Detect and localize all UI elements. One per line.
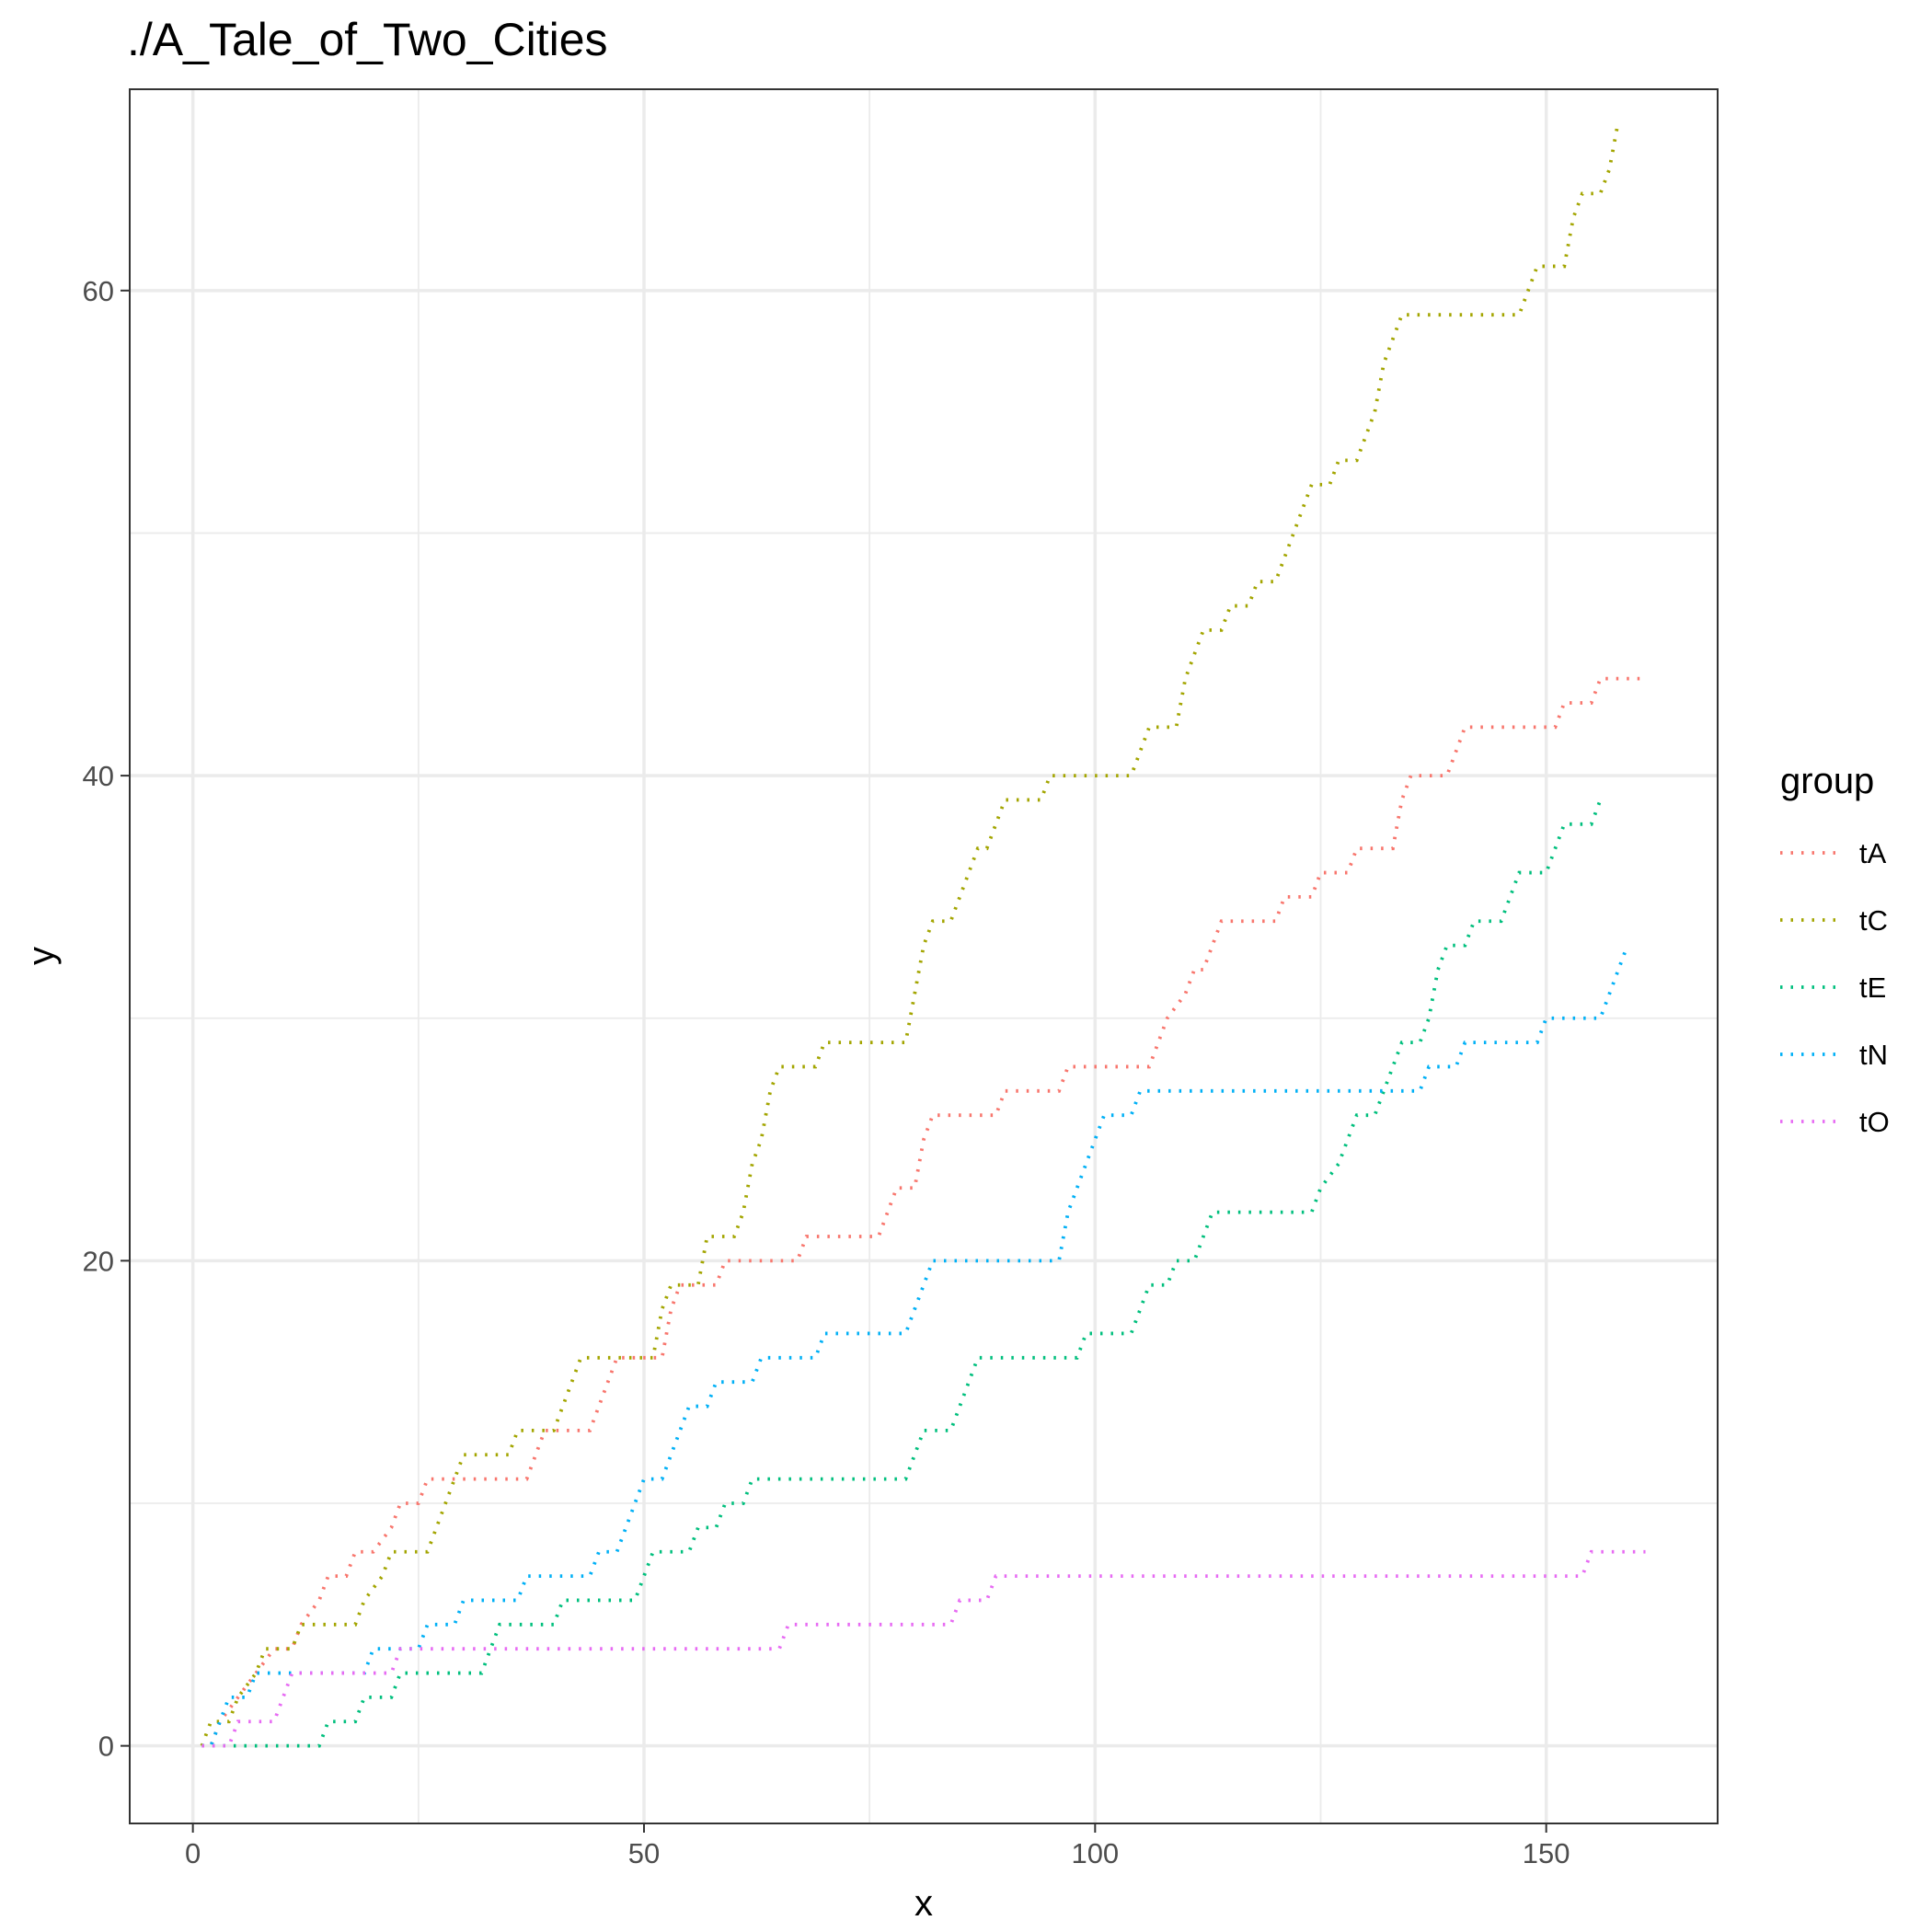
panel-border (129, 88, 1719, 1824)
chart-title: ./A_Tale_of_Two_Cities (127, 14, 608, 65)
x-tick-label: 100 (1071, 1837, 1119, 1869)
legend-title: group (1780, 761, 1874, 801)
plot-panel (129, 88, 1719, 1824)
x-axis: 0 50 100 150 (185, 1823, 1570, 1869)
legend: group tA tC tE tN tO (1780, 761, 1890, 1138)
x-tick-label: 150 (1523, 1837, 1570, 1869)
legend-label-tA: tA (1859, 837, 1887, 869)
legend-label-tE: tE (1859, 972, 1886, 1004)
x-tick-label: 50 (628, 1837, 660, 1869)
legend-label-tN: tN (1859, 1039, 1888, 1071)
y-axis-title: y (21, 947, 62, 965)
y-tick-label: 40 (83, 760, 114, 792)
y-tick-label: 20 (83, 1245, 114, 1277)
y-tick-label: 0 (98, 1731, 114, 1763)
major-gridlines (130, 89, 1718, 1823)
series-line-tN (201, 944, 1629, 1748)
x-axis-title: x (914, 1883, 933, 1924)
legend-label-tO: tO (1859, 1106, 1890, 1138)
y-tick-label: 60 (83, 275, 114, 307)
y-axis: 0 20 40 60 (83, 275, 130, 1763)
series-line-tC (200, 120, 1620, 1747)
series-line-tA (201, 676, 1646, 1748)
series-lines (200, 120, 1646, 1748)
series-line-tE (201, 799, 1603, 1748)
x-tick-label: 0 (185, 1837, 201, 1869)
legend-label-tC: tC (1859, 904, 1888, 937)
minor-gridlines (130, 89, 1718, 1823)
